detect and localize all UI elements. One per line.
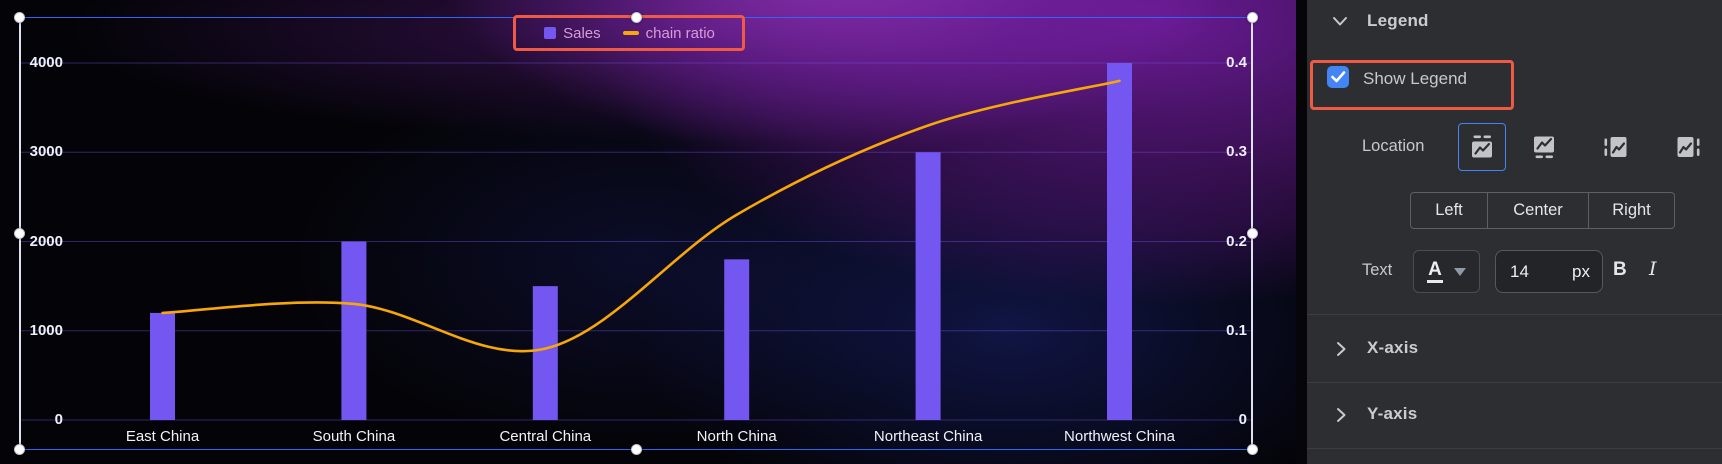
align-center-button[interactable]: Center (1487, 193, 1588, 228)
legend-right-icon (1677, 137, 1700, 157)
divider (1307, 314, 1722, 315)
text-color-button[interactable]: A (1413, 250, 1480, 293)
chevron-down-icon (1333, 17, 1347, 26)
handle-top-left[interactable] (14, 12, 25, 23)
bar-East China (150, 312, 175, 420)
location-option-legend-right[interactable] (1675, 134, 1701, 160)
chain-ratio-line (161, 79, 1121, 353)
canvas-panel-gap (1296, 0, 1307, 464)
chart-canvas[interactable]: 4000 3000 2000 1000 0 0.4 0.3 0.2 0.1 0 East China… (0, 0, 1296, 464)
show-legend-checkbox[interactable] (1327, 66, 1349, 88)
legend-bottom-icon (1534, 136, 1554, 159)
font-size-box: px (1495, 250, 1603, 293)
x-axis-category-label: Central China (499, 428, 592, 445)
align-right-button[interactable]: Right (1588, 193, 1674, 228)
text-label: Text (1362, 261, 1393, 279)
location-option-legend-top[interactable] (1458, 123, 1506, 171)
chevron-right-icon (1337, 408, 1346, 422)
legend-sales-label: Sales (563, 24, 601, 42)
bar-Northeast China (915, 152, 941, 420)
x-axis-category-label: North China (696, 428, 777, 445)
bar-North China (724, 259, 750, 420)
bar-Northwest China (1107, 63, 1132, 420)
left-axis-tick: 3000 (29, 143, 63, 161)
location-label: Location (1362, 137, 1425, 155)
align-left-button[interactable]: Left (1435, 201, 1463, 219)
chain-ratio-line-icon (622, 31, 639, 35)
legend-chain-ratio-label: chain ratio (645, 24, 715, 42)
legend-item-chain-ratio[interactable]: chain ratio (622, 24, 715, 42)
handle-top-right[interactable] (1247, 12, 1258, 23)
show-legend-label: Show Legend (1363, 69, 1467, 88)
x-axis-section-toggle[interactable] (1335, 341, 1347, 357)
handle-bottom-right[interactable] (1247, 444, 1258, 455)
divider (1307, 382, 1722, 383)
y-axis-section-toggle[interactable] (1335, 407, 1347, 423)
left-axis-tick: 2000 (29, 232, 63, 250)
left-axis-tick: 0 (54, 411, 63, 428)
left-axis-tick: 1000 (29, 321, 63, 339)
divider (1307, 448, 1722, 449)
legend-item-sales[interactable]: Sales (544, 25, 601, 42)
handle-top-center[interactable] (631, 12, 642, 23)
right-axis-tick: 0.2 (1226, 232, 1247, 250)
dropdown-arrow-icon (1453, 267, 1466, 276)
right-axis-tick: 0.4 (1226, 54, 1247, 71)
x-axis-category-label: Northwest China (1064, 428, 1175, 445)
chevron-right-icon (1337, 342, 1346, 356)
left-axis-tick: 4000 (29, 54, 63, 71)
right-axis-tick: 0.3 (1226, 143, 1247, 161)
font-size-unit: px (1572, 261, 1590, 281)
bar-Central China (532, 286, 558, 420)
location-option-legend-bottom[interactable] (1531, 134, 1557, 160)
sales-swatch-icon (544, 27, 557, 39)
x-axis-category-label: East China (125, 428, 200, 445)
y-axis-section-title: Y-axis (1367, 404, 1418, 423)
handle-bottom-center[interactable] (631, 444, 642, 455)
handle-mid-left[interactable] (14, 228, 25, 239)
x-axis-section-title: X-axis (1367, 338, 1419, 357)
chart-plot (20, 62, 1253, 421)
right-axis-tick: 0 (1238, 411, 1247, 428)
settings-panel: Legend Show Legend Location (1307, 0, 1722, 464)
legend-top-icon (1472, 135, 1492, 158)
handle-bottom-left[interactable] (14, 444, 25, 455)
location-option-legend-left[interactable] (1603, 134, 1629, 160)
legend-section-title: Legend (1367, 11, 1429, 30)
font-size-input[interactable] (1510, 261, 1573, 282)
bar-South China (341, 241, 367, 420)
x-axis-category-label: South China (312, 428, 396, 445)
font-color-icon: A (1427, 260, 1443, 283)
legend-section-toggle[interactable] (1332, 15, 1348, 27)
check-icon (1330, 71, 1345, 83)
italic-button[interactable]: I (1649, 258, 1657, 280)
handle-mid-right[interactable] (1247, 228, 1258, 239)
legend-left-icon (1604, 137, 1627, 157)
chart-legend: Sales chain ratio (514, 16, 745, 50)
legend-align-segmented: Left Center Right (1410, 192, 1675, 229)
bold-button[interactable]: B (1613, 259, 1627, 280)
right-axis-tick: 0.1 (1226, 321, 1247, 339)
x-axis-category-label: Northeast China (873, 428, 983, 445)
